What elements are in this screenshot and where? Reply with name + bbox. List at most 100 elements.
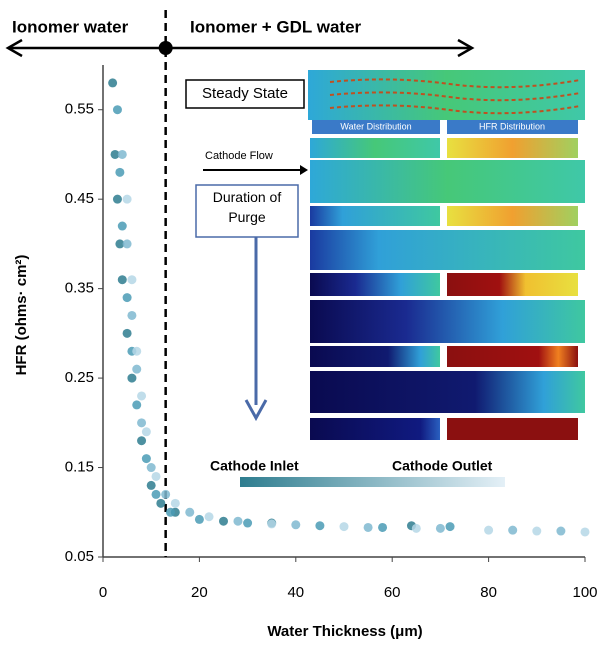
arrow-head: [5, 38, 475, 58]
inset-image: [447, 206, 578, 226]
y-tick-label: 0.45: [65, 190, 94, 207]
inset-images: [185, 70, 585, 487]
point: [508, 525, 518, 535]
point: [185, 507, 195, 517]
point: [122, 194, 132, 204]
arrow-head: [244, 399, 268, 422]
x-tick-label: 80: [480, 584, 497, 601]
point: [532, 526, 542, 536]
point: [233, 516, 243, 526]
point: [315, 521, 325, 531]
point: [435, 523, 445, 533]
header-box: [447, 120, 578, 134]
inset-image: [447, 273, 578, 296]
point: [411, 523, 421, 533]
y-axis-label: HFR (ohms· cm²): [13, 255, 30, 376]
inset-image: [308, 70, 585, 120]
point: [219, 516, 228, 526]
inset-image: [310, 273, 440, 296]
inset-image: [447, 418, 578, 440]
annotation-box: Duration of Purge: [212, 189, 282, 225]
annotation: Ionomer water: [12, 17, 129, 36]
point: [378, 522, 388, 532]
point: [115, 239, 125, 249]
point: [194, 514, 204, 524]
point: [161, 489, 171, 499]
point: [117, 149, 127, 159]
point: [115, 167, 125, 177]
point: [291, 520, 301, 530]
y-tick-label: 0.55: [65, 101, 94, 118]
y-tick-label: 0.25: [65, 369, 94, 386]
y-tick-label: 0.05: [65, 548, 94, 565]
x-axis-label: Water Thickness (μm): [267, 623, 422, 640]
annotation: HFR Distribution: [479, 121, 545, 131]
point: [137, 418, 147, 428]
point: [127, 275, 137, 285]
point: [122, 293, 132, 303]
divider-dot: [158, 41, 173, 55]
point: [112, 105, 122, 115]
point: [243, 518, 253, 528]
inset-image: [310, 230, 585, 270]
point: [363, 522, 373, 532]
point: [112, 194, 122, 204]
point: [132, 346, 142, 356]
point: [122, 328, 132, 338]
point: [127, 310, 137, 320]
point: [484, 525, 494, 535]
x-tick-label: 0: [99, 584, 107, 601]
point: [127, 373, 137, 383]
annotation: Cathode Flow: [205, 150, 273, 162]
inset-image: [310, 300, 585, 343]
point: [146, 463, 156, 473]
legend-gradient: [240, 477, 505, 487]
x-tick-label: 60: [384, 584, 401, 601]
annotation: Duration of Purge: [212, 189, 282, 225]
point: [122, 239, 132, 249]
inset-image: [310, 346, 440, 367]
point: [132, 400, 142, 410]
point: [137, 391, 147, 401]
point: [580, 527, 590, 537]
point: [117, 275, 127, 285]
inset-image: [447, 138, 578, 158]
x-tick-label: 100: [572, 584, 597, 601]
annotation: Steady State: [202, 85, 288, 102]
label-box: [195, 184, 299, 238]
y-tick-label: 0.15: [65, 459, 94, 476]
point: [146, 480, 156, 490]
point: [151, 471, 161, 481]
inset-image: [447, 346, 578, 367]
annotation: Water Distribution: [340, 121, 411, 131]
arrow-head: [300, 165, 308, 175]
inset-image: [310, 418, 440, 440]
point: [151, 489, 161, 499]
point: [117, 221, 127, 231]
channel-lines: [329, 78, 581, 115]
point: [267, 519, 277, 529]
point: [556, 526, 566, 536]
point: [110, 149, 120, 159]
annotation: Cathode Outlet: [392, 458, 493, 474]
y-tick-label: 0.35: [65, 280, 94, 297]
point: [165, 507, 175, 517]
point: [141, 454, 151, 464]
inset-image: [310, 206, 440, 226]
header-box: [312, 120, 440, 134]
point: [339, 522, 349, 532]
point: [445, 522, 455, 532]
point: [170, 498, 180, 508]
point: [132, 364, 142, 374]
x-tick-label: 40: [287, 584, 304, 601]
x-tick-label: 20: [191, 584, 208, 601]
inset-image: [310, 160, 585, 203]
inset-image: [310, 138, 440, 158]
annotation: Cathode Inlet: [210, 458, 299, 474]
label-box: [185, 79, 305, 109]
point: [141, 427, 151, 437]
inset-image: [310, 371, 585, 413]
point: [156, 498, 166, 508]
point: [108, 78, 118, 88]
